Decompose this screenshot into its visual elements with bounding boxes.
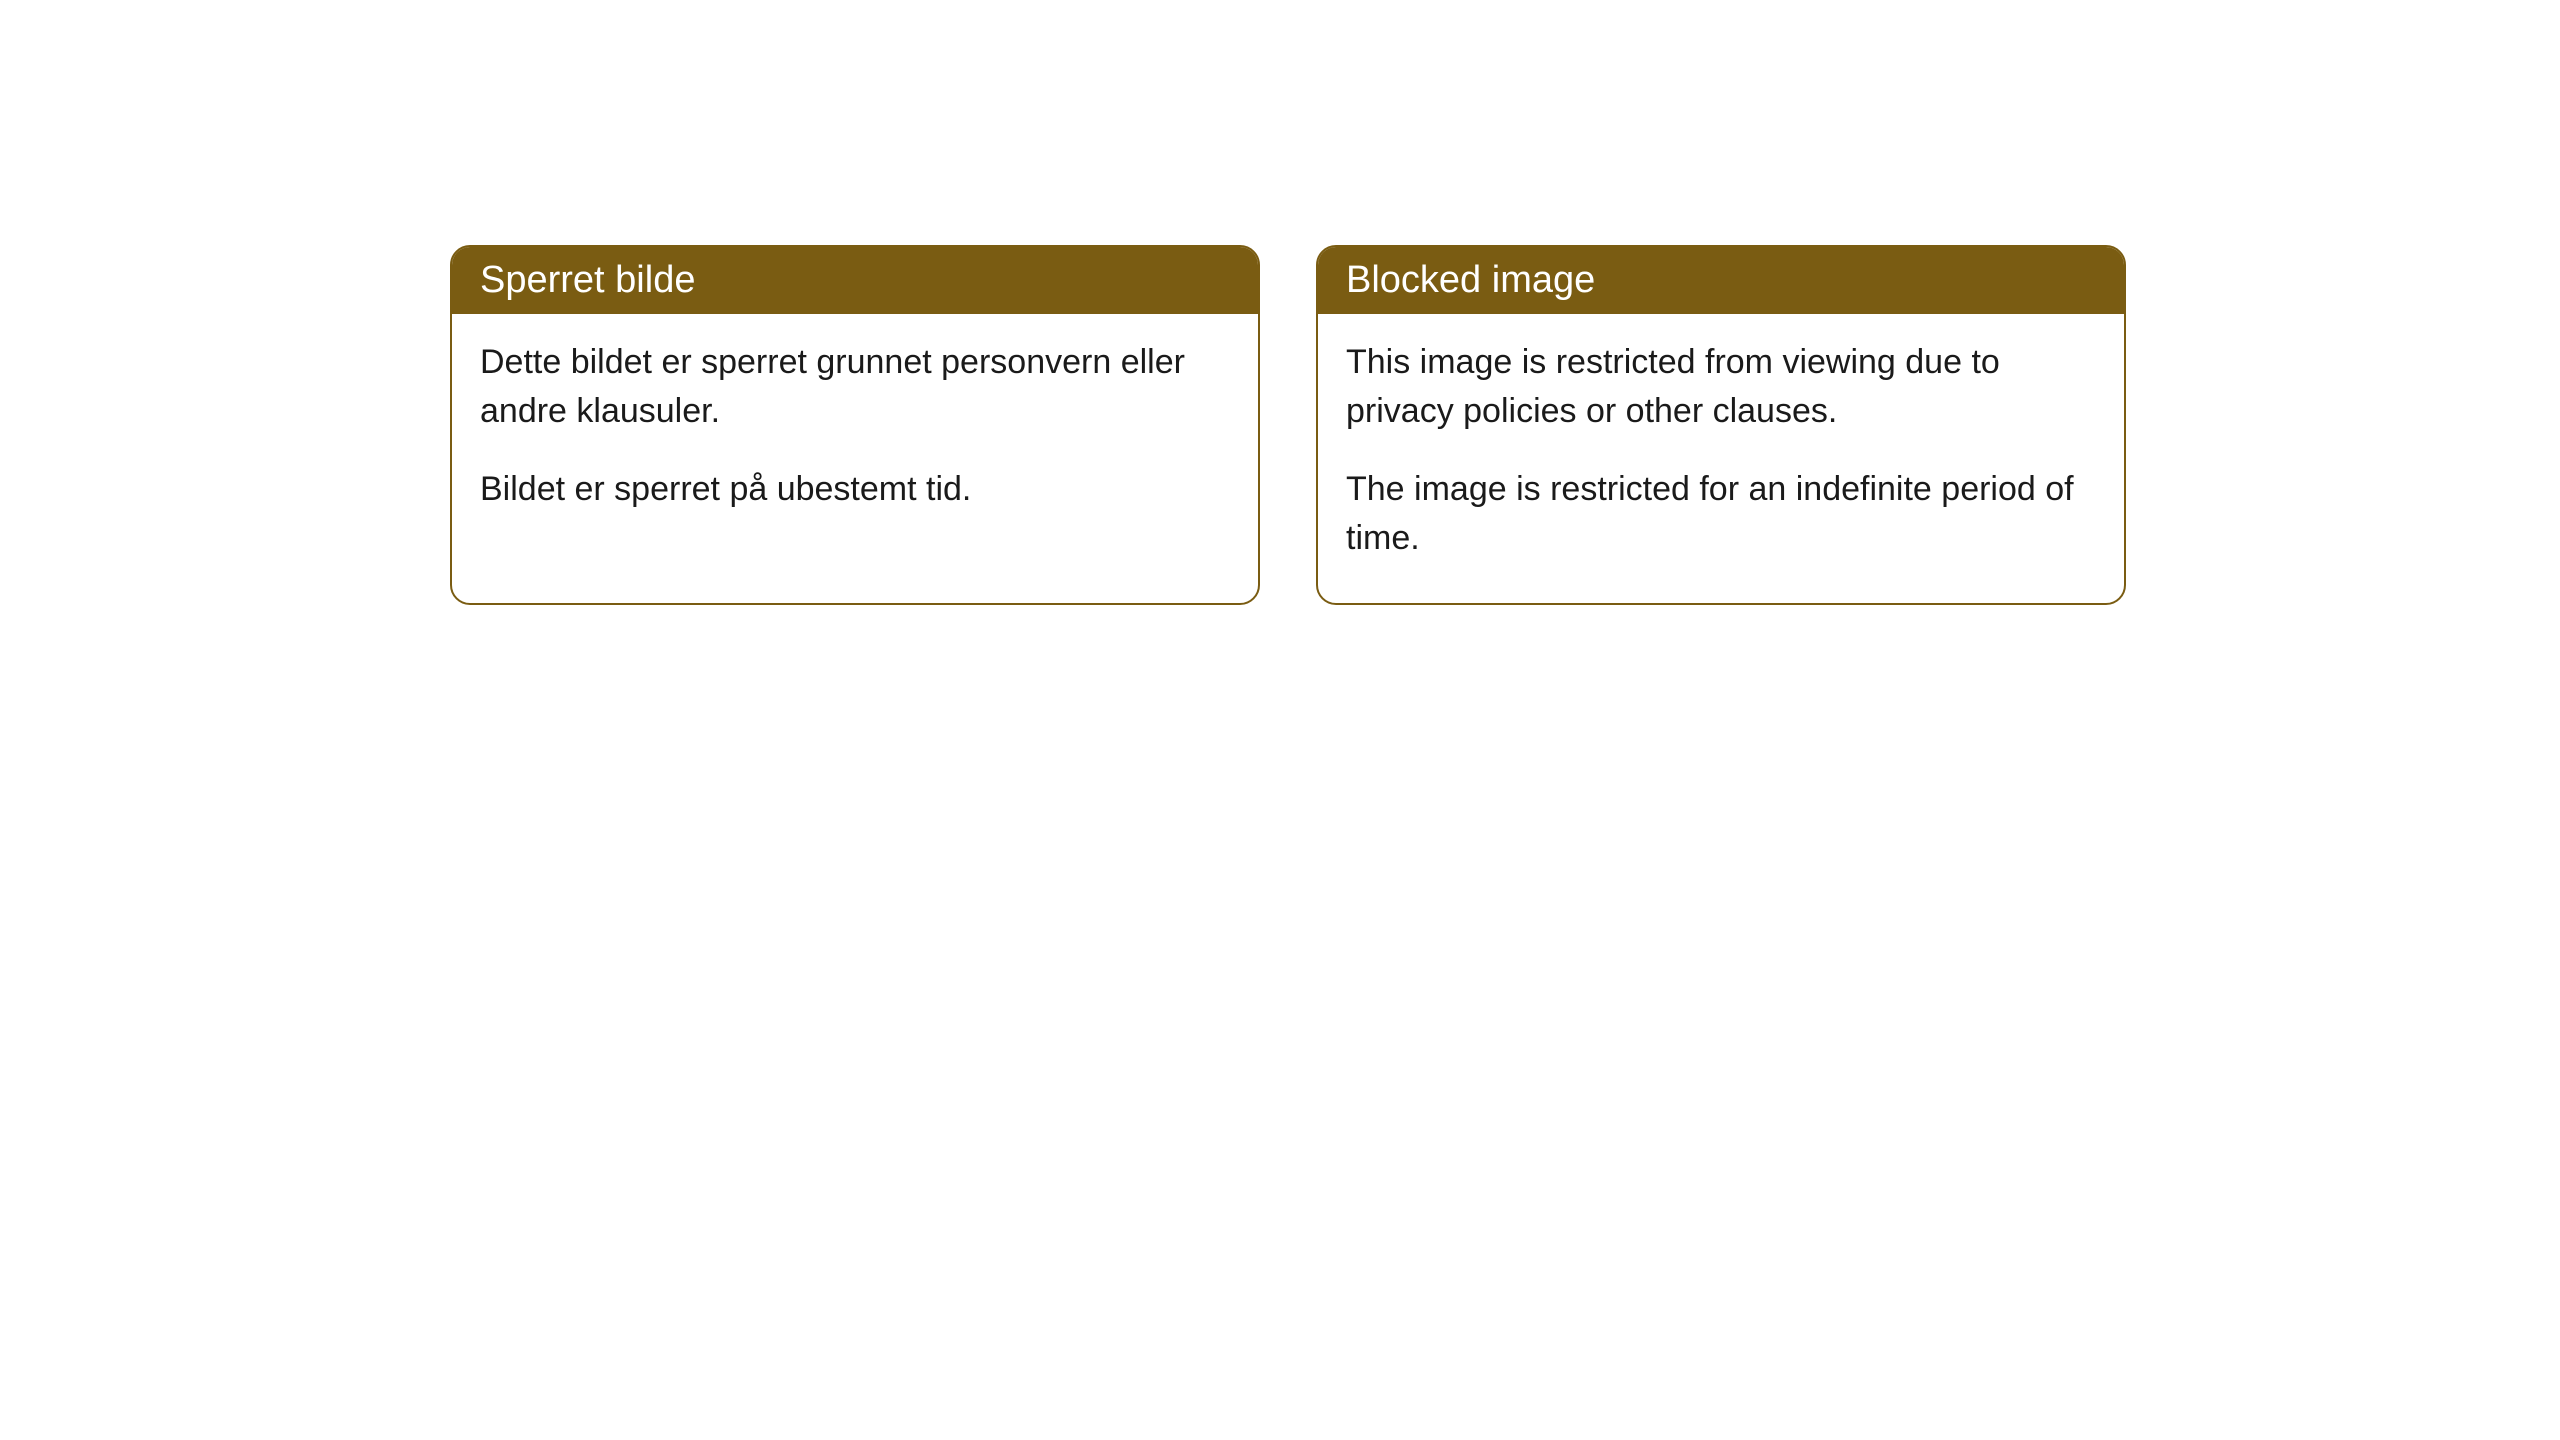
card-body-english: This image is restricted from viewing du… (1318, 314, 2124, 603)
card-norwegian: Sperret bilde Dette bildet er sperret gr… (450, 245, 1260, 605)
cards-container: Sperret bilde Dette bildet er sperret gr… (450, 245, 2126, 605)
card-english: Blocked image This image is restricted f… (1316, 245, 2126, 605)
card-header-norwegian: Sperret bilde (452, 247, 1258, 314)
card-paragraph-2-english: The image is restricted for an indefinit… (1346, 465, 2096, 564)
card-paragraph-1-norwegian: Dette bildet er sperret grunnet personve… (480, 338, 1230, 437)
card-header-english: Blocked image (1318, 247, 2124, 314)
card-paragraph-1-english: This image is restricted from viewing du… (1346, 338, 2096, 437)
card-paragraph-2-norwegian: Bildet er sperret på ubestemt tid. (480, 465, 1230, 514)
card-body-norwegian: Dette bildet er sperret grunnet personve… (452, 314, 1258, 554)
